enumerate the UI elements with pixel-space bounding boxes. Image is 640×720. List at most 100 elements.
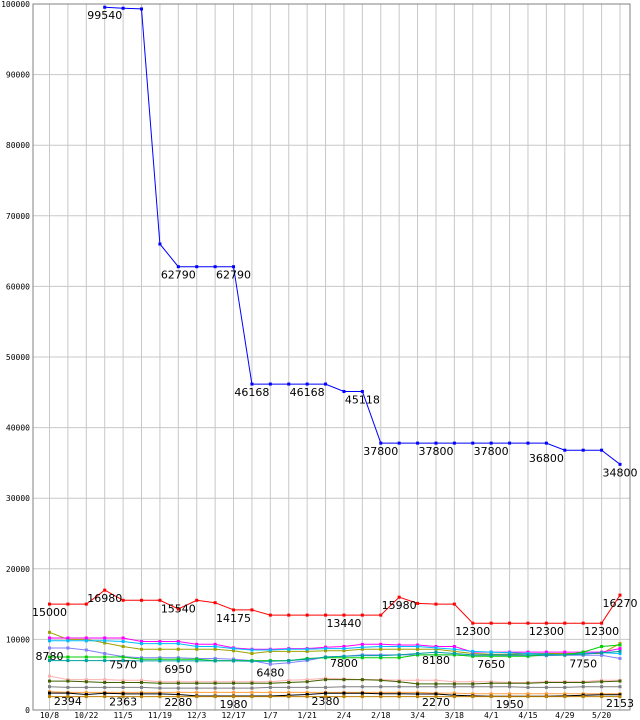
y-tick-label: 0 bbox=[25, 706, 30, 715]
data-point bbox=[176, 659, 180, 663]
data-point bbox=[305, 649, 309, 653]
data-point bbox=[287, 659, 291, 663]
data-point bbox=[250, 695, 254, 699]
data-point bbox=[416, 678, 420, 682]
data-point bbox=[544, 441, 548, 445]
x-tick-label: 2/18 bbox=[371, 711, 390, 720]
data-point bbox=[342, 389, 346, 393]
data-point bbox=[195, 659, 199, 663]
data-point bbox=[416, 692, 420, 696]
data-point bbox=[158, 647, 162, 651]
data-point bbox=[526, 653, 530, 657]
data-point bbox=[48, 679, 51, 683]
data-label: 7570 bbox=[109, 659, 137, 672]
data-label: 12300 bbox=[584, 625, 619, 638]
data-point bbox=[471, 621, 475, 625]
grid bbox=[32, 3, 631, 711]
data-point bbox=[140, 640, 144, 644]
data-point bbox=[526, 621, 530, 625]
data-point bbox=[581, 621, 585, 625]
data-point bbox=[250, 382, 254, 386]
data-point bbox=[176, 265, 180, 269]
data-point bbox=[140, 659, 144, 663]
data-point bbox=[213, 644, 217, 648]
data-label: 46168 bbox=[234, 386, 269, 399]
data-label: 8180 bbox=[422, 654, 450, 667]
data-point bbox=[176, 647, 180, 651]
data-point bbox=[397, 653, 401, 657]
data-point bbox=[544, 621, 548, 625]
data-point bbox=[360, 678, 364, 682]
data-point bbox=[452, 682, 456, 686]
data-label: 12300 bbox=[455, 625, 490, 638]
data-point bbox=[66, 636, 70, 640]
y-tick-label: 20000 bbox=[6, 565, 30, 574]
data-point bbox=[397, 692, 401, 696]
data-point bbox=[140, 680, 144, 684]
data-point bbox=[48, 630, 51, 634]
data-point bbox=[489, 692, 493, 696]
data-point bbox=[48, 639, 51, 643]
data-point bbox=[140, 678, 144, 682]
data-point bbox=[324, 678, 328, 682]
data-point bbox=[121, 655, 125, 659]
data-point bbox=[176, 690, 180, 694]
data-point bbox=[305, 657, 309, 661]
data-point bbox=[121, 6, 125, 10]
data-point bbox=[195, 686, 199, 690]
data-point bbox=[48, 674, 51, 678]
data-point bbox=[360, 695, 364, 699]
x-tick-label: 12/3 bbox=[187, 711, 206, 720]
data-label: 14175 bbox=[216, 612, 251, 625]
data-point bbox=[121, 695, 125, 699]
data-point bbox=[268, 648, 272, 652]
data-point bbox=[140, 647, 144, 651]
data-point bbox=[48, 636, 51, 640]
data-point bbox=[287, 647, 291, 651]
data-point bbox=[250, 686, 254, 690]
data-point bbox=[397, 695, 401, 699]
data-point bbox=[342, 649, 346, 653]
data-point bbox=[84, 639, 88, 643]
data-point bbox=[121, 692, 125, 696]
data-point bbox=[618, 679, 622, 683]
data-point bbox=[158, 690, 162, 694]
data-label: 16270 bbox=[603, 597, 638, 610]
data-point bbox=[84, 692, 88, 696]
data-point bbox=[581, 680, 585, 684]
data-point bbox=[360, 647, 364, 651]
data-label: 2270 bbox=[422, 696, 450, 709]
data-point bbox=[452, 602, 456, 606]
data-point bbox=[379, 647, 383, 651]
data-point bbox=[305, 695, 309, 699]
data-label: 16980 bbox=[87, 592, 122, 605]
data-point bbox=[379, 654, 383, 658]
data-point bbox=[379, 644, 383, 648]
data-point bbox=[121, 644, 125, 648]
data-point bbox=[84, 695, 88, 699]
data-point bbox=[268, 613, 272, 617]
data-point bbox=[121, 685, 125, 689]
data-point bbox=[213, 690, 217, 694]
data-label: 62790 bbox=[216, 269, 251, 282]
data-point bbox=[158, 692, 162, 696]
data-point bbox=[342, 613, 346, 617]
data-point bbox=[232, 265, 236, 269]
series-lines bbox=[48, 5, 622, 699]
data-point bbox=[526, 692, 530, 696]
data-point bbox=[158, 686, 162, 690]
data-point bbox=[48, 695, 51, 699]
data-point bbox=[305, 690, 309, 694]
data-point bbox=[250, 652, 254, 656]
data-point bbox=[158, 640, 162, 644]
data-point bbox=[268, 382, 272, 386]
data-label: 6950 bbox=[164, 663, 192, 676]
data-point bbox=[140, 7, 144, 11]
data-point bbox=[544, 650, 548, 654]
data-point bbox=[176, 642, 180, 646]
data-point bbox=[434, 650, 438, 654]
data-point bbox=[618, 685, 622, 689]
data-point bbox=[618, 693, 622, 697]
data-point bbox=[140, 685, 144, 689]
data-label: 7750 bbox=[569, 657, 597, 670]
